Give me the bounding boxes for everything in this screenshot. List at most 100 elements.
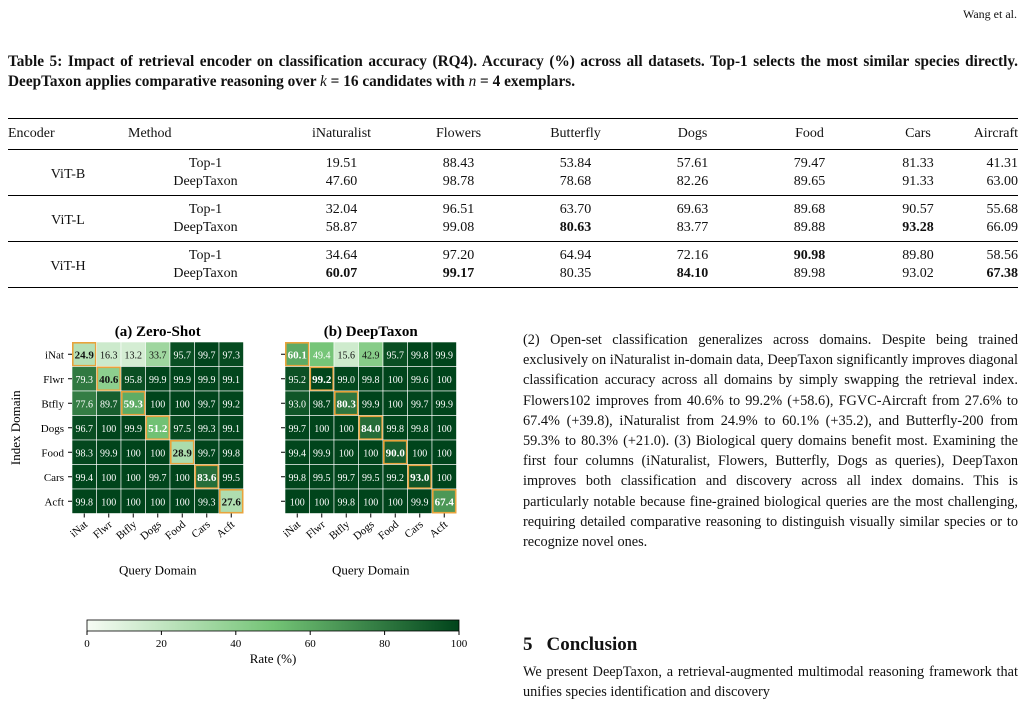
heatmap-cell-label: 100	[290, 497, 305, 508]
body-paragraph: (2) Open-set classification generalizes …	[523, 332, 1018, 551]
heatmap-cell-label: 24.9	[75, 349, 95, 361]
value-cell: 89.88	[793, 220, 826, 235]
y-tick-label: Acft	[44, 496, 64, 508]
heatmap-cell-label: 51.2	[148, 423, 168, 435]
heatmap-cell	[145, 366, 171, 392]
value-cell: 91.33	[902, 174, 934, 189]
x-tick-label: Cars	[403, 519, 426, 541]
method-cell: DeepTaxon	[173, 220, 238, 235]
method-cell: Top-1	[188, 156, 223, 171]
value-cell: 79.47	[793, 156, 826, 171]
heatmap-cell-label: 13.2	[125, 350, 143, 361]
value-cell: 64.94	[559, 248, 592, 263]
heatmap-cell	[96, 464, 122, 490]
heatmap-cell-label: 99.9	[436, 350, 454, 361]
heatmap-cell-label: 40.6	[99, 374, 119, 386]
y-tick-label: Btfly	[41, 398, 64, 410]
col-header: Flowers	[435, 126, 482, 141]
y-axis-label: Index Domain	[8, 390, 23, 465]
heatmap-cell-label: 100	[437, 375, 452, 386]
heatmap-cell	[194, 366, 220, 392]
heatmap-cell-label: 100	[175, 497, 190, 508]
diagonal-highlight	[382, 440, 408, 465]
heatmap-cell-label: 99.8	[362, 375, 380, 386]
heatmap-cell	[169, 488, 195, 514]
value-cell: 99.08	[442, 220, 475, 235]
heatmap-cell	[284, 341, 310, 367]
heatmap-cell-label: 100	[437, 424, 452, 435]
heatmap-cell	[194, 415, 220, 441]
heatmap-cell	[169, 464, 195, 490]
heatmap-cell-label: 99.9	[362, 399, 380, 410]
heatmap-cell-label: 77.6	[76, 399, 94, 410]
encoder-group: ViT-L Top-1 32.04 96.51 63.70 69.63 89.68 90.57…	[8, 196, 1018, 242]
heatmap-cell	[431, 366, 457, 392]
heatmap-cell	[169, 341, 195, 367]
heatmap-cell	[218, 341, 244, 367]
diagonal-highlight	[170, 440, 195, 465]
colorbar-tick-label: 60	[305, 638, 317, 650]
heatmap-cell-label: 95.8	[125, 375, 143, 386]
heatmap-cell-label: 60.1	[288, 349, 307, 361]
heatmap-cell-label: 99.9	[149, 375, 167, 386]
heatmap-cell-label: 99.9	[174, 375, 192, 386]
heatmap-cell-label: 99.6	[411, 375, 429, 386]
heatmap-cell	[309, 488, 335, 514]
x-tick-label: Btfly	[114, 518, 139, 542]
value-cell: 98.78	[442, 174, 475, 189]
heatmap-cell-label: 99.8	[289, 473, 307, 484]
heatmap-cell	[431, 341, 457, 367]
heatmap-svg: (a) Zero-Shot 24.9 16.3 13.2 33.7 95.7 99.7 97.…	[8, 324, 468, 666]
x-tick-label: Food	[163, 518, 188, 542]
diagonal-highlight	[72, 341, 97, 367]
table-row: DeepTaxon 60.07 99.17 80.35 84.10 89.98 93.02 6…	[8, 265, 1018, 288]
encoder-group: ViT-B Top-1 19.51 88.43 53.84 57.61 79.47 81.33…	[8, 150, 1018, 196]
heatmap-cell-label: 67.4	[435, 496, 455, 508]
caption-k: k	[320, 73, 327, 90]
heatmap-cell-label: 99.3	[198, 497, 216, 508]
heatmap-cell	[96, 488, 122, 514]
value-cell: 66.09	[986, 220, 1019, 235]
heatmap-cell-label: 99.7	[198, 350, 216, 361]
colorbar-label: Rate (%)	[250, 651, 297, 666]
table-row: ViT-L Top-1 32.04 96.51 63.70 69.63 89.68 90.57…	[8, 196, 1018, 228]
heatmap-cell-label: 100	[363, 448, 378, 459]
heatmap-cell-label: 99.9	[436, 399, 454, 410]
heatmap-cell-label: 99.0	[338, 375, 356, 386]
heatmap-cell-label: 99.4	[289, 448, 307, 459]
heatmap-cell	[218, 415, 244, 441]
results-table: Encoder Method iNaturalist Flowers Butte…	[8, 118, 1018, 288]
heatmap-cell-label: 100	[314, 497, 329, 508]
x-tick-label: Btfly	[327, 518, 352, 542]
table-row: ViT-B Top-1 19.51 88.43 53.84 57.61 79.47 81.33…	[8, 150, 1019, 182]
value-cell: 41.31	[986, 156, 1019, 171]
value-cell: 81.33	[902, 156, 934, 171]
value-cell: 82.26	[676, 174, 709, 189]
running-head: Wang et al.	[962, 7, 1017, 21]
heatmap-cell	[284, 366, 310, 392]
heatmap-cell	[96, 390, 122, 416]
heatmap-cell	[194, 488, 220, 514]
diagonal-highlight	[96, 366, 122, 391]
heatmap-cell	[382, 366, 408, 392]
method-cell: Top-1	[188, 248, 223, 263]
heatmap-cell-label: 99.2	[312, 374, 332, 386]
diagonal-highlight	[431, 489, 457, 514]
value-cell: 89.98	[793, 266, 826, 281]
heatmap-cell	[309, 341, 335, 367]
y-tick-label: Flwr	[43, 374, 64, 386]
heatmap-cell	[120, 366, 146, 392]
heatmap-cell-label: 99.3	[198, 424, 216, 435]
table-header-row: Encoder Method iNaturalist Flowers Butte…	[8, 118, 1018, 150]
heatmap-cell-label: 99.4	[76, 473, 94, 484]
value-cell: 84.10	[676, 266, 709, 281]
heatmap-cell	[145, 439, 171, 465]
colorbar-tick-label: 100	[451, 638, 468, 650]
heatmap-cell-label: 97.3	[223, 350, 241, 361]
section-title: Conclusion	[546, 634, 638, 655]
diagonal-highlight	[284, 341, 310, 367]
caption-text-a: Table 5: Impact of retrieval encoder on …	[8, 53, 1018, 90]
y-tick-label: Cars	[44, 472, 64, 484]
heatmap-cell-label: 99.7	[198, 448, 216, 459]
heatmap-figure: (a) Zero-Shot 24.9 16.3 13.2 33.7 95.7 99.7 97.…	[0, 320, 500, 695]
